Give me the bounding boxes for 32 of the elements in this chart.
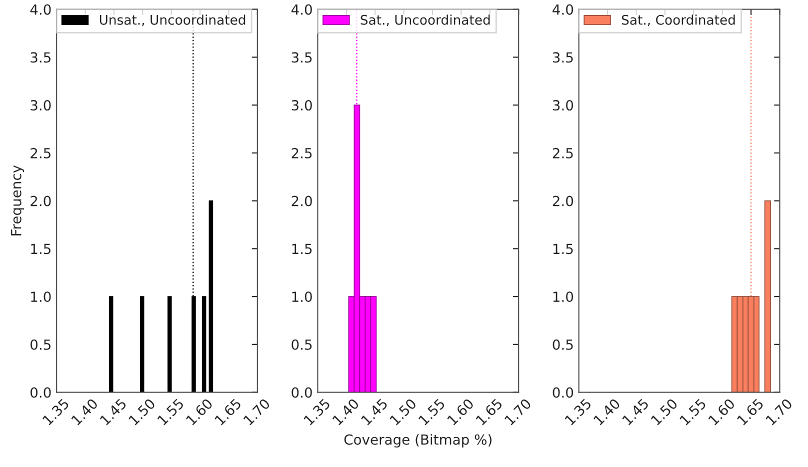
- y-tick-label: 0.5: [30, 339, 50, 350]
- y-tick-label: 3.0: [30, 100, 51, 111]
- legend-label: Sat., Coordinated: [622, 14, 735, 26]
- x-axis-title: Coverage (Bitmap %): [344, 434, 492, 448]
- y-tick-label: 0.0: [552, 387, 574, 398]
- y-tick-label: 4.0: [291, 4, 312, 15]
- y-tick-label: 2.0: [292, 196, 312, 206]
- y-tick-label: 1.0: [292, 292, 312, 302]
- y-tick-label: 2.5: [292, 148, 312, 158]
- y-tick-label: 3.5: [30, 52, 50, 63]
- y-tick-label: 1.5: [553, 244, 573, 254]
- legend-label: Sat., Uncoordinated: [360, 14, 490, 26]
- y-tick-label: 0.0: [30, 387, 51, 398]
- y-tick-label: 1.5: [292, 244, 312, 254]
- y-tick-label: 2.0: [30, 196, 51, 206]
- y-tick-label: 4.0: [552, 4, 574, 15]
- y-tick-label: 1.0: [553, 292, 574, 302]
- y-tick-label: 1.0: [31, 292, 51, 302]
- y-tick-label: 3.0: [292, 100, 312, 111]
- y-tick-label: 0.0: [292, 387, 312, 398]
- y-tick-label: 2.5: [30, 148, 50, 158]
- y-axis-title: Frequency: [11, 165, 24, 236]
- y-tick-label: 3.5: [292, 52, 312, 63]
- y-tick-label: 2.5: [552, 148, 573, 158]
- y-tick-label: 1.5: [31, 244, 50, 254]
- y-tick-label: 0.5: [552, 339, 573, 350]
- y-tick-label: 4.0: [30, 4, 51, 15]
- y-tick-label: 2.0: [552, 196, 574, 206]
- y-tick-label: 0.5: [292, 339, 312, 350]
- y-tick-label: 3.5: [552, 52, 573, 63]
- legend-label: Unsat., Uncoordinated: [100, 14, 246, 26]
- y-tick-label: 3.0: [552, 100, 574, 111]
